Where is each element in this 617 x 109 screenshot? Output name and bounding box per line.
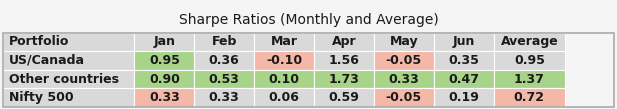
Bar	[3, 33, 135, 51]
Bar	[494, 33, 565, 51]
Text: 0.95: 0.95	[149, 54, 180, 67]
Bar	[434, 70, 494, 88]
Bar	[254, 51, 314, 70]
Text: -0.10: -0.10	[266, 54, 302, 67]
Text: Sharpe Ratios (Monthly and Average): Sharpe Ratios (Monthly and Average)	[179, 13, 438, 27]
Text: 0.47: 0.47	[448, 72, 479, 86]
Text: 0.72: 0.72	[514, 91, 545, 104]
Bar	[254, 70, 314, 88]
Text: 0.36: 0.36	[209, 54, 239, 67]
Text: -0.05: -0.05	[386, 54, 422, 67]
Bar	[3, 88, 135, 107]
Text: Average: Average	[500, 35, 558, 49]
Text: 1.37: 1.37	[514, 72, 545, 86]
Text: 0.95: 0.95	[514, 54, 545, 67]
Bar	[374, 70, 434, 88]
Text: 0.06: 0.06	[268, 91, 299, 104]
Bar	[3, 51, 135, 70]
Bar	[494, 88, 565, 107]
Text: Nifty 500: Nifty 500	[9, 91, 74, 104]
Bar	[314, 70, 374, 88]
Bar	[434, 51, 494, 70]
Text: Portfolio: Portfolio	[9, 35, 70, 49]
Text: 0.33: 0.33	[209, 91, 239, 104]
Text: 0.33: 0.33	[149, 91, 180, 104]
Text: 0.10: 0.10	[268, 72, 300, 86]
Text: 0.59: 0.59	[328, 91, 359, 104]
Text: 0.33: 0.33	[389, 72, 419, 86]
Bar	[194, 33, 254, 51]
Bar	[135, 88, 194, 107]
Text: 0.90: 0.90	[149, 72, 180, 86]
Text: Jan: Jan	[154, 35, 175, 49]
Bar	[135, 51, 194, 70]
Bar	[254, 88, 314, 107]
Bar	[494, 70, 565, 88]
Bar	[374, 33, 434, 51]
Text: 0.19: 0.19	[448, 91, 479, 104]
Bar	[434, 33, 494, 51]
Bar	[194, 88, 254, 107]
Bar	[434, 88, 494, 107]
Bar	[254, 33, 314, 51]
Text: Mar: Mar	[271, 35, 297, 49]
Text: -0.05: -0.05	[386, 91, 422, 104]
Text: Jun: Jun	[452, 35, 475, 49]
Bar	[194, 51, 254, 70]
Text: Feb: Feb	[212, 35, 237, 49]
Text: May: May	[389, 35, 418, 49]
Text: 0.35: 0.35	[448, 54, 479, 67]
Text: Apr: Apr	[331, 35, 356, 49]
Bar	[494, 51, 565, 70]
Bar	[3, 70, 135, 88]
Bar	[374, 88, 434, 107]
Text: US/Canada: US/Canada	[9, 54, 85, 67]
Bar	[135, 33, 194, 51]
Bar	[314, 88, 374, 107]
Bar	[374, 51, 434, 70]
Bar	[314, 33, 374, 51]
Text: 1.56: 1.56	[328, 54, 359, 67]
Text: 1.73: 1.73	[328, 72, 359, 86]
Bar	[194, 70, 254, 88]
Text: Other countries: Other countries	[9, 72, 119, 86]
Bar	[314, 51, 374, 70]
Bar	[135, 70, 194, 88]
Text: 0.53: 0.53	[209, 72, 239, 86]
